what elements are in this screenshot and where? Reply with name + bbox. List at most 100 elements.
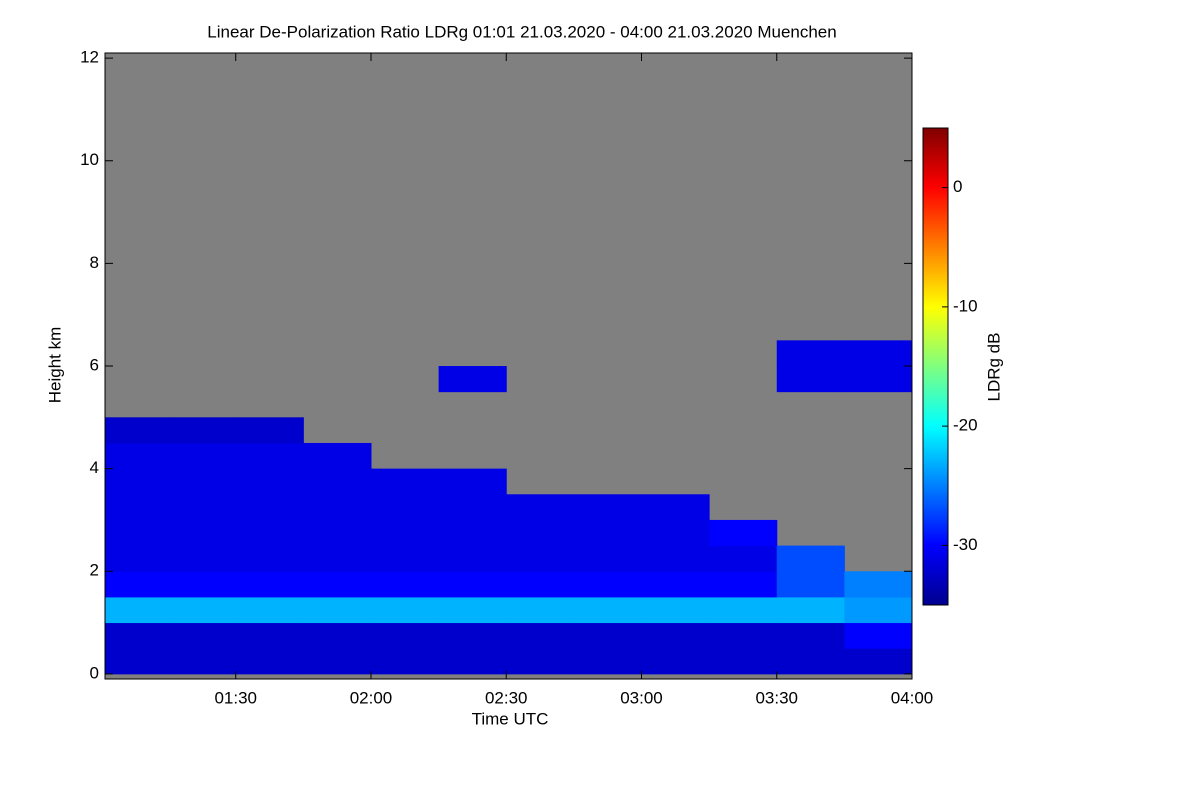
heatmap-cell [844,340,913,367]
heatmap-cell [844,622,913,649]
heatmap-cell [438,494,507,521]
heatmap-cell [776,545,845,572]
heatmap-cell [105,494,169,521]
heatmap-cell [776,571,845,598]
heatmap-cell [709,596,778,624]
colorbar-tick-label: 0 [953,177,962,196]
heatmap-cell [235,571,304,598]
heatmap-cell [438,545,507,572]
x-tick-label: 04:00 [891,688,934,707]
heatmap-cell [641,622,710,649]
heatmap-cell [438,468,507,495]
heatmap-cell [370,648,440,675]
heatmap-cell [303,571,372,598]
heatmap-cell [168,596,237,624]
heatmap-cell [235,442,304,470]
heatmap-cell [506,519,575,547]
heatmap-cell [573,519,642,547]
heatmap-cell [303,519,372,547]
y-tick-label: 8 [90,253,99,272]
heatmap-cell [168,648,237,675]
colorbar [922,127,949,606]
heatmap-cell [370,468,440,495]
heatmap-cell [168,468,237,495]
chart-title: Linear De-Polarization Ratio LDRg 01:01 … [207,22,836,41]
heatmap-cell [641,596,710,624]
x-tick-label: 03:30 [755,688,798,707]
heatmap-cell [709,648,778,675]
heatmap-cell [776,340,845,367]
heatmap-cell [235,494,304,521]
heatmap-cell [641,648,710,675]
heatmap-cell [709,519,778,547]
heatmap-cell [105,622,169,649]
heatmap-cell [438,519,507,547]
heatmap-cell [506,648,575,675]
heatmap-cell [235,648,304,675]
y-tick-label: 4 [90,458,99,477]
heatmap-cell [303,596,372,624]
y-tick-label: 0 [90,663,99,682]
heatmap-cell [641,545,710,572]
heatmap-cell [506,494,575,521]
heatmap-cell [105,596,169,624]
heatmap-cell [168,442,237,470]
heatmap-cell [168,571,237,598]
heatmap-cell [235,468,304,495]
heatmap-cell [235,417,304,444]
heatmap-cell [438,571,507,598]
heatmap-cell [370,545,440,572]
heatmap-cell [235,545,304,572]
heatmap-cell [641,519,710,547]
heatmap-cell [303,545,372,572]
heatmap-cell [844,648,913,675]
heatmap-cell [438,366,507,393]
heatmap-cell [506,622,575,649]
x-tick-label: 02:00 [350,688,393,707]
x-tick-label: 01:30 [214,688,257,707]
heatmap-cell [105,545,169,572]
heatmap-cell [168,519,237,547]
heatmap-cell [235,596,304,624]
heatmap-cell [235,519,304,547]
heatmap-cell [235,622,304,649]
x-axis-label: Time UTC [472,709,549,728]
heatmap-cell [370,494,440,521]
heatmap-cell [438,622,507,649]
heatmap-cell [573,494,642,521]
heatmap-cell [709,622,778,649]
heatmap-cell [506,596,575,624]
y-axis-label: Height km [45,327,64,404]
heatmap-cell [776,622,845,649]
heatmap-cell [573,622,642,649]
heatmap-cell [573,648,642,675]
colorbar-label: LDRg dB [984,333,1003,402]
heatmap-cell [168,622,237,649]
y-tick-label: 6 [90,355,99,374]
heatmap-cell [168,545,237,572]
heatmap-cell [370,571,440,598]
heatmap-cell [438,648,507,675]
heatmap-cell [303,494,372,521]
y-tick-label: 10 [80,150,99,169]
heatmap-cell [105,519,169,547]
heatmap-cell [641,494,710,521]
heatmap-cell [168,417,237,444]
heatmap-cell [573,596,642,624]
x-tick-label: 02:30 [485,688,528,707]
heatmap-cell [370,596,440,624]
y-tick-label: 12 [80,48,99,67]
heatmap-cell [506,571,575,598]
heatmap-cell [303,442,372,470]
heatmap-cell [573,571,642,598]
heatmap-cell [105,442,169,470]
heatmap-cell [105,571,169,598]
heatmap-cell [370,519,440,547]
heatmap-cell [105,648,169,675]
heatmap-cell [641,571,710,598]
heatmap-cell [105,468,169,495]
heatmap-cell [709,545,778,572]
heatmap-cell [776,366,845,393]
